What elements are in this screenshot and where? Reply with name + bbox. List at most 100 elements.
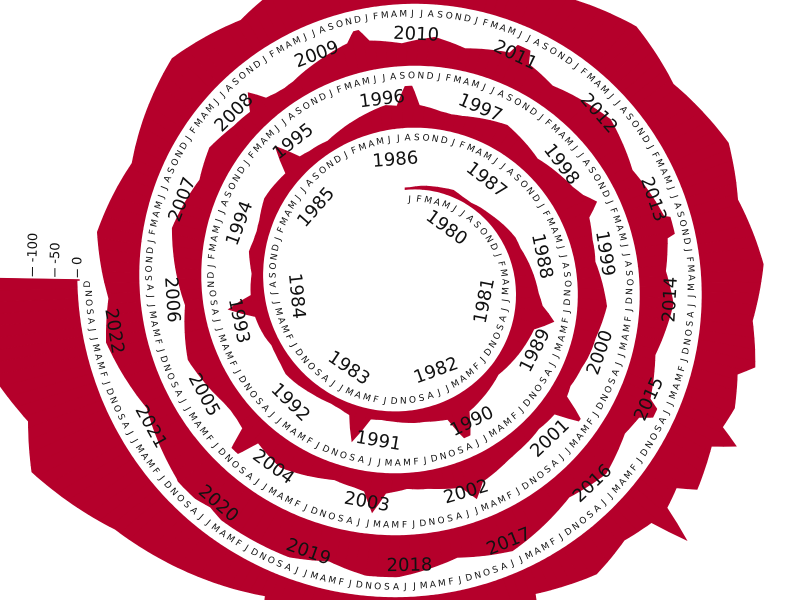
month-label: M	[266, 486, 278, 499]
month-label: J	[571, 62, 580, 72]
month-label: J	[464, 509, 470, 520]
month-label: F	[292, 499, 301, 510]
month-label: O	[492, 331, 504, 342]
month-label: F	[448, 577, 455, 588]
month-label: J	[480, 82, 487, 93]
month-label: S	[623, 112, 635, 123]
month-label: M	[283, 495, 295, 507]
month-label: M	[372, 520, 381, 531]
area-layer	[0, 0, 764, 600]
month-label: S	[207, 299, 218, 306]
month-label: J	[575, 151, 585, 160]
month-label: S	[607, 377, 619, 387]
month-label: S	[538, 375, 550, 386]
month-label: M	[399, 10, 407, 20]
month-label: A	[617, 105, 629, 117]
area-segment	[106, 291, 143, 305]
month-label: O	[533, 383, 545, 395]
month-label: A	[275, 316, 287, 325]
year-label: 1986	[372, 147, 419, 171]
month-label: N	[571, 521, 582, 533]
month-label: A	[404, 133, 411, 143]
month-label: O	[206, 290, 216, 298]
month-label: N	[329, 447, 339, 459]
month-label: N	[231, 173, 243, 184]
month-label: F	[203, 434, 214, 444]
month-label: N	[174, 149, 186, 160]
month-label: F	[607, 207, 618, 215]
month-label: J	[449, 204, 458, 214]
month-label: S	[491, 565, 500, 576]
month-label: A	[621, 332, 632, 341]
month-label: O	[111, 404, 123, 414]
month-label: A	[531, 37, 542, 49]
month-label: N	[298, 355, 310, 366]
month-label: J	[242, 159, 252, 168]
month-label: A	[220, 198, 232, 209]
month-label: J	[665, 185, 676, 192]
month-label: O	[227, 181, 239, 192]
month-label: J	[668, 193, 679, 200]
month-label: J	[260, 482, 269, 492]
month-label: S	[457, 445, 466, 456]
month-label: F	[540, 209, 551, 218]
month-label: J	[328, 379, 337, 389]
month-label: O	[164, 372, 176, 382]
month-label: J	[386, 135, 391, 145]
month-label: J	[292, 566, 299, 577]
month-label: F	[472, 362, 482, 373]
month-label: N	[563, 289, 573, 296]
month-label: A	[671, 381, 683, 391]
month-label: J	[436, 388, 443, 399]
month-label: A	[224, 82, 236, 94]
month-label: D	[521, 481, 532, 493]
month-label: M	[506, 26, 517, 38]
month-label: J	[498, 161, 507, 171]
month-label: A	[427, 10, 435, 21]
month-label: D	[320, 444, 331, 456]
month-label: A	[219, 343, 231, 353]
month-label: S	[543, 464, 554, 476]
month-label: N	[241, 382, 253, 393]
month-label: O	[317, 165, 329, 177]
month-label: O	[170, 157, 182, 168]
month-label: S	[115, 413, 127, 423]
month-label: J	[273, 124, 282, 134]
month-label: M	[687, 283, 697, 291]
month-label: J	[679, 358, 690, 364]
month-label: A	[304, 177, 316, 189]
month-label: M	[610, 214, 622, 224]
month-label: F	[373, 12, 379, 23]
month-label: A	[498, 313, 510, 323]
month-label: F	[624, 316, 635, 323]
month-label: F	[649, 151, 660, 160]
month-label: F	[578, 67, 588, 78]
month-label: S	[685, 320, 696, 327]
month-label: J	[261, 55, 269, 65]
month-label: F	[276, 226, 287, 235]
month-label: F	[148, 229, 159, 236]
month-label: M	[668, 390, 680, 401]
month-label: O	[624, 279, 634, 286]
month-label: M	[376, 137, 385, 148]
month-label: J	[299, 186, 309, 196]
month-label: M	[616, 232, 627, 242]
month-label: S	[585, 509, 596, 521]
month-label: M	[343, 386, 355, 398]
month-label: A	[474, 147, 485, 159]
month-label: F	[445, 73, 452, 84]
month-label: M	[149, 218, 161, 228]
month-label: J	[212, 97, 222, 107]
month-label: J	[207, 264, 217, 269]
month-label: A	[617, 476, 629, 488]
month-label: F	[189, 126, 200, 136]
month-label: A	[210, 234, 221, 243]
month-label: J	[364, 14, 369, 24]
month-label: N	[439, 451, 448, 462]
month-label: S	[253, 397, 265, 408]
month-label: N	[167, 486, 179, 498]
month-label: N	[528, 475, 539, 487]
month-label: J	[273, 236, 284, 243]
month-label: J	[500, 307, 511, 313]
